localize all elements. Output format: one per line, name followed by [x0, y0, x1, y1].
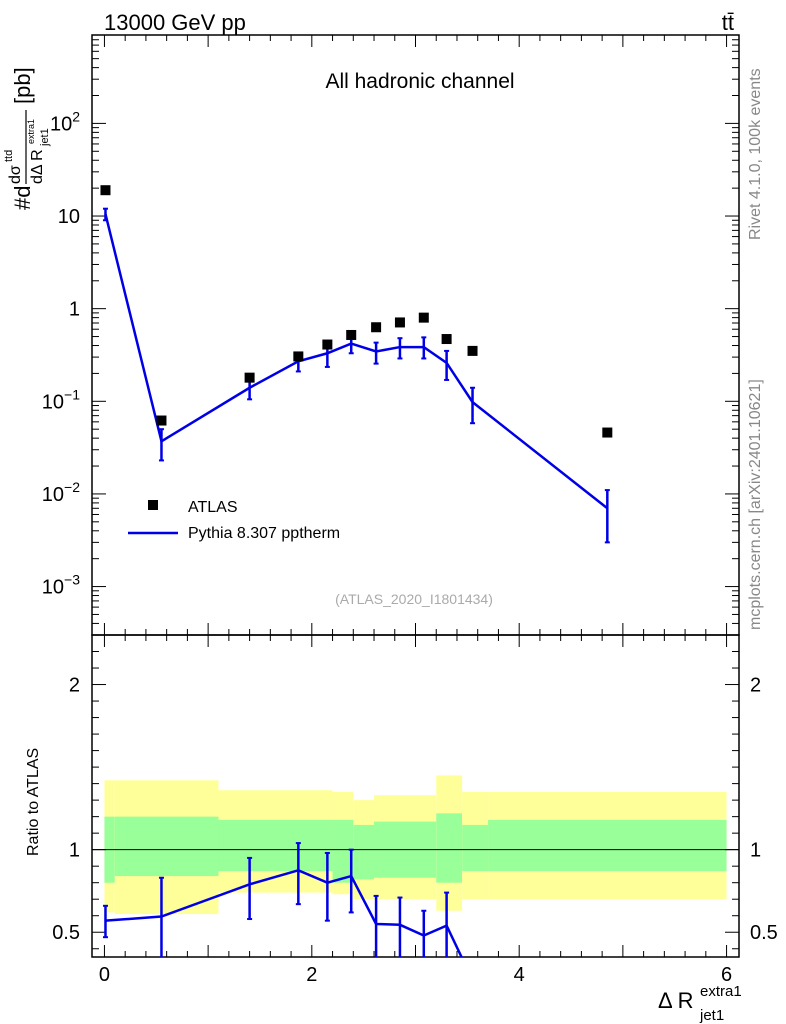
ratio-y-tick-label-right: 2 — [750, 675, 761, 697]
legend-atlas-label: ATLAS — [188, 499, 238, 516]
svg-text:[pb]: [pb] — [10, 67, 35, 104]
y-tick-label: 102 — [50, 108, 80, 135]
ratio-y-tick-label: 1 — [69, 840, 80, 862]
svg-text:dΔ R: dΔ R — [29, 149, 46, 184]
channel-title: All hadronic channel — [325, 70, 514, 93]
band-inner — [332, 819, 354, 883]
main-series — [100, 185, 613, 544]
ratio-ylabel: Ratio to ATLAS — [25, 748, 42, 856]
ratio-y-tick-label: 0.5 — [52, 922, 80, 944]
analysis-id: (ATLAS_2020_I1801434) — [335, 591, 493, 607]
energy-label: 13000 GeV pp — [104, 10, 246, 35]
y-tick-label: 10−1 — [42, 386, 80, 413]
pythia-line — [104, 213, 609, 510]
svg-text:jet1: jet1 — [699, 1007, 724, 1024]
ratio-y-tick-label: 2 — [69, 675, 80, 697]
ratio-uncertainty-bands — [104, 775, 727, 915]
svg-text:jet1: jet1 — [39, 128, 51, 147]
svg-text:extra1: extra1 — [700, 983, 742, 1000]
x-tick-label: 2 — [306, 964, 317, 986]
legend: ATLAS Pythia 8.307 pptherm — [128, 499, 340, 542]
band-inner — [436, 813, 463, 883]
atlas-point — [467, 345, 478, 356]
band-inner — [353, 824, 375, 880]
ratio-y-tick-label-right: 1 — [750, 840, 761, 862]
ratio-series — [102, 842, 463, 957]
atlas-point — [602, 427, 613, 438]
main-panel-frame — [91, 34, 740, 636]
band-inner — [114, 816, 219, 877]
process-label: tt̄ — [722, 10, 734, 35]
atlas-point — [371, 322, 382, 333]
atlas-point — [293, 351, 304, 362]
band-inner — [488, 819, 727, 872]
x-tick-label: 4 — [514, 964, 525, 986]
band-inner — [462, 824, 489, 872]
atlas-point — [418, 312, 429, 323]
y-tick-label: 10−2 — [42, 479, 80, 506]
ratio-y-tick-label-right: 0.5 — [750, 922, 778, 944]
x-tick-label: 0 — [99, 964, 110, 986]
main-ylabel: #d dσ ttd dΔ R jet1 extra1 [pb] — [3, 67, 51, 210]
atlas-point — [156, 415, 167, 426]
atlas-point — [100, 185, 111, 196]
rivet-label: Rivet 4.1.0, 100k events — [747, 68, 764, 240]
legend-pythia-label: Pythia 8.307 pptherm — [188, 525, 340, 542]
atlas-point — [441, 334, 452, 345]
x-tick-label: 6 — [721, 964, 732, 986]
legend-atlas-marker — [148, 500, 158, 510]
axes-ticks: 0 2 4 6 10−3 10−2 10−1 1 10 102 0.5 0.5 1 1 2 2 — [42, 34, 778, 986]
y-tick-label: 1 — [69, 299, 80, 321]
band-inner — [218, 819, 333, 872]
atlas-point — [346, 329, 357, 340]
svg-text:#d: #d — [10, 186, 35, 210]
y-tick-label: 10−3 — [42, 572, 80, 599]
atlas-point — [394, 317, 405, 328]
atlas-point — [322, 339, 333, 350]
svg-text:extra1: extra1 — [26, 119, 36, 144]
mcplots-label: mcplots.cern.ch [arXiv:2401.10621] — [747, 379, 764, 630]
svg-text:ttd: ttd — [3, 150, 15, 162]
x-axis-label: Δ R jet1 extra1 — [658, 983, 742, 1024]
y-tick-label: 10 — [58, 206, 80, 228]
svg-text:dσ: dσ — [7, 165, 24, 184]
atlas-point — [244, 372, 255, 383]
svg-text:Δ R: Δ R — [658, 988, 693, 1013]
